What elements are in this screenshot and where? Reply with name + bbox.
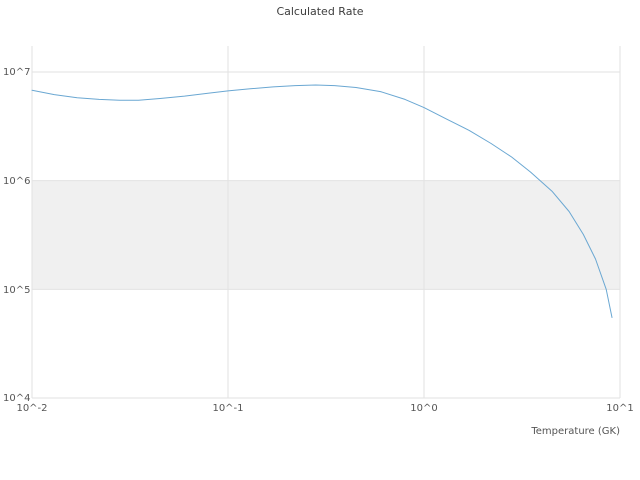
x-tick-label: 10^-1 — [212, 403, 244, 414]
x-tick-label: 10^0 — [410, 403, 438, 414]
y-tick-label: 10^6 — [3, 176, 31, 187]
shaded-band — [32, 180, 620, 290]
x-tick-label: 10^-2 — [16, 403, 48, 414]
chart-title: Calculated Rate — [276, 5, 364, 18]
y-tick-label: 10^7 — [3, 67, 31, 78]
y-tick-label: 10^4 — [3, 393, 31, 404]
rate-line — [31, 84, 613, 318]
x-tick-label: 10^1 — [606, 403, 634, 414]
y-tick-label: 10^5 — [3, 285, 31, 296]
x-axis-label: Temperature (GK) — [531, 426, 620, 437]
